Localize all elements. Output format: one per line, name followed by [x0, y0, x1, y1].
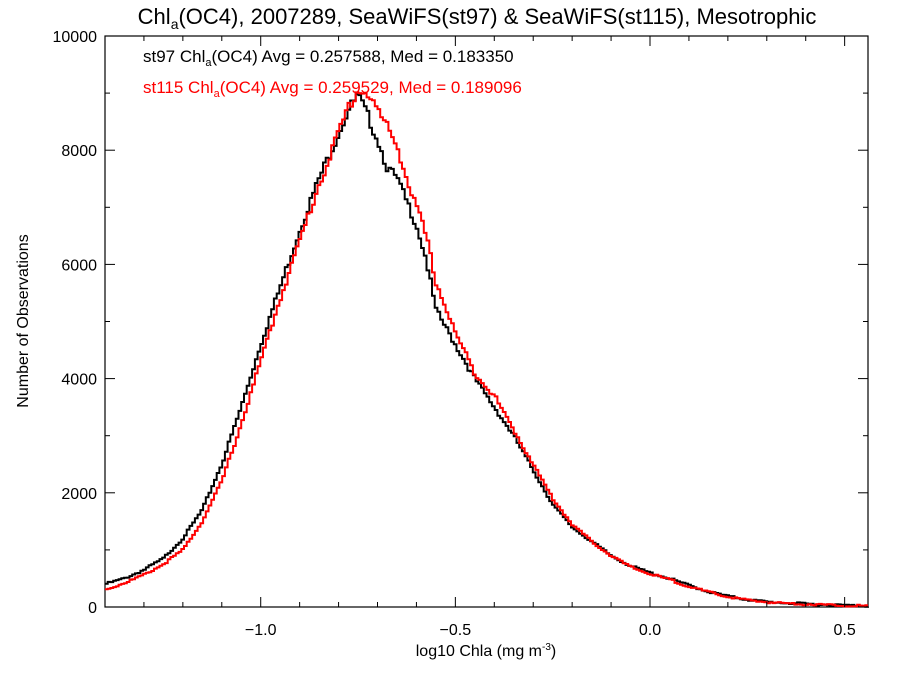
y-tick-label: 6000	[61, 257, 97, 274]
x-tick-label: −1.0	[245, 622, 277, 639]
chart-title-rest: (OC4), 2007289, SeaWiFS(st97) & SeaWiFS(…	[178, 4, 816, 29]
series-line-st115	[105, 91, 868, 608]
plot-frame	[104, 35, 869, 608]
x-tick-label: −0.5	[440, 622, 472, 639]
chart-title: Chla(OC4), 2007289, SeaWiFS(st97) & SeaW…	[138, 4, 817, 32]
x-axis-ticks: −1.0 −0.5 0.0 0.5	[104, 36, 856, 639]
annotation-st115-suffix: (OC4) Avg = 0.259529, Med = 0.189096	[220, 78, 522, 97]
x-tick-label: 0.0	[639, 622, 661, 639]
annotation-st97-suffix: (OC4) Avg = 0.257588, Med = 0.183350	[212, 47, 514, 66]
y-tick-label: 4000	[61, 372, 97, 389]
annotation-st115-subscript: a	[214, 88, 221, 100]
x-tick-label: 0.5	[834, 622, 856, 639]
y-tick-label: 8000	[61, 143, 97, 160]
x-axis-label-end: )	[551, 643, 556, 660]
annotation-st97-subscript: a	[205, 57, 212, 69]
y-tick-label: 0	[88, 600, 97, 617]
x-axis-label: log10 Chla (mg m-3)	[416, 642, 557, 660]
annotation-st97: st97 Chla(OC4) Avg = 0.257588, Med = 0.1…	[143, 47, 514, 69]
annotation-st115: st115 Chla(OC4) Avg = 0.259529, Med = 0.…	[143, 78, 522, 100]
annotation-st97-prefix: st97 Chl	[143, 47, 205, 66]
stats-annotations: st97 Chla(OC4) Avg = 0.257588, Med = 0.1…	[143, 47, 522, 100]
y-axis-ticks: 0 2000 4000 6000 8000 10000	[53, 29, 868, 617]
annotation-st115-prefix: st115 Chl	[143, 78, 214, 97]
y-tick-label: 10000	[53, 29, 98, 46]
chart-title-main: Chl	[138, 4, 171, 29]
series-layer	[105, 91, 869, 608]
x-axis-label-main: log10 Chla (mg m	[416, 643, 542, 660]
y-tick-label: 2000	[61, 486, 97, 503]
y-axis-label: Number of Observations	[15, 234, 32, 407]
series-line-st97	[105, 93, 869, 608]
chart-title-subscript: a	[171, 16, 179, 32]
x-axis-label-superscript: -3	[542, 642, 551, 653]
plot-area: −1.0 −0.5 0.0 0.5 0 2000 4000 6000 8000 10000	[53, 29, 869, 639]
